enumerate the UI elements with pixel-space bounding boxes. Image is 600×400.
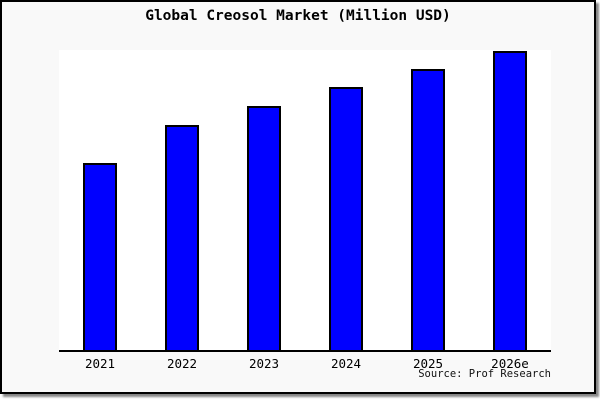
bar-2024: [329, 87, 363, 350]
source-caption: Source: Prof Research: [418, 368, 551, 380]
bar-2026e: [493, 51, 527, 350]
bar-2023: [247, 106, 281, 350]
x-axis-labels: 2021 2022 2023 2024 2025 2026e: [2, 356, 594, 371]
bar-2025: [411, 69, 445, 350]
plot-area: [59, 50, 551, 352]
x-tick-label-2021: 2021: [84, 356, 116, 371]
chart-title: Global Creosol Market (Million USD): [145, 8, 451, 24]
x-tick-label-2025: 2025: [412, 356, 444, 371]
bar-2022: [165, 125, 199, 350]
x-tick-label-2022: 2022: [166, 356, 198, 371]
x-tick-label-2024: 2024: [330, 356, 362, 371]
x-tick-label-2026e: 2026e: [491, 356, 529, 371]
chart-frame: Global Creosol Market (Million USD) 2021…: [0, 0, 596, 394]
x-tick-label-2023: 2023: [248, 356, 280, 371]
bar-2021: [83, 163, 117, 350]
